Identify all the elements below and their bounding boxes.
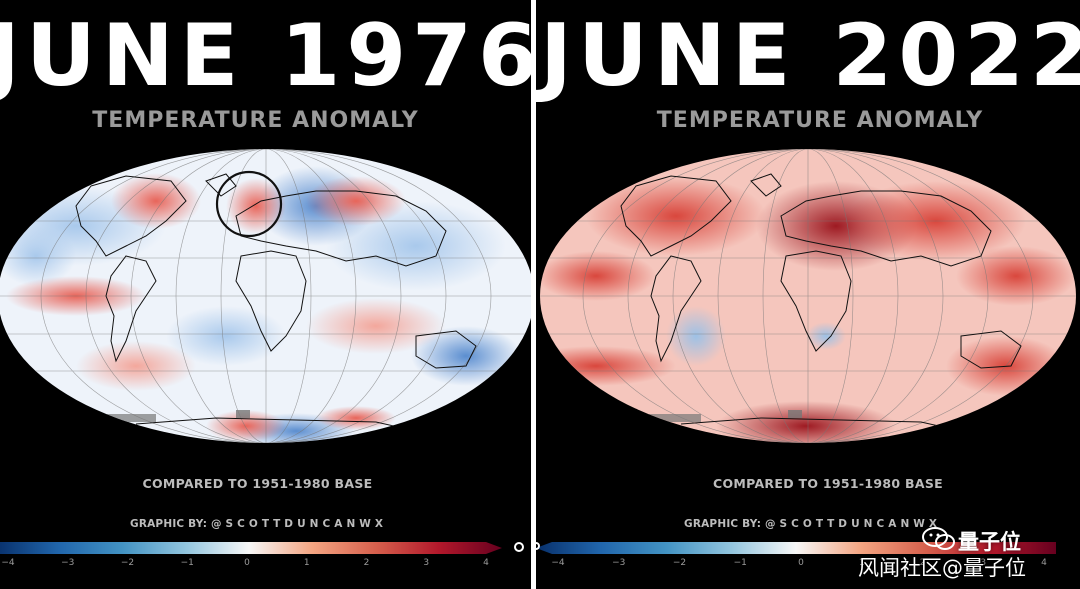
graphic-credit: GRAPHIC BY: @ S C O T T D U N C A N W X [130,518,384,530]
colorbar-tick-label: 3 [423,558,430,568]
colorbar-tick-label: 1 [858,558,865,568]
panel-1976: JUNE 1976 TEMPERATURE ANOMALY [0,0,531,589]
colorbar-left [0,542,502,554]
colorbar-tick-label: −1 [733,558,747,568]
graphic-credit: GRAPHIC BY: @ S C O T T D U N C A N W X [684,518,938,530]
base-period-note: COMPARED TO 1951-1980 BASE [713,476,943,491]
colorbar-start-marker [536,542,540,550]
world-map-2022 [540,149,1076,443]
colorbar-tick-label: 0 [244,558,250,568]
wechat-icon [922,527,955,550]
colorbar-tick-label: 2 [919,558,926,568]
colorbar-tick-label: −2 [120,558,135,568]
colorbar-end-marker [514,542,524,552]
colorbar-right [536,542,1056,554]
colorbar-tick-label: −2 [672,558,687,568]
panel-title: JUNE 1976 [0,6,531,106]
world-map-1976 [0,149,531,443]
colorbar-tick-label: −3 [612,558,626,568]
colorbar-tick-label: −1 [180,558,194,568]
colorbar-ticks-left: −4 −3 −2 −1 0 1 2 3 4 [0,558,510,572]
panel-subtitle: TEMPERATURE ANOMALY [92,108,419,133]
colorbar-tick-label: 2 [363,558,370,568]
panel-2022: JUNE 2022 TEMPERATURE ANOMALY [536,0,1080,589]
colorbar-tick-label: 4 [1041,558,1047,568]
base-period-note: COMPARED TO 1951-1980 BASE [142,476,373,491]
colorbar-tick-label: 0 [798,558,804,568]
colorbar-tick-label: −4 [551,558,565,568]
colorbar-tick-label: −3 [61,558,75,568]
colorbar-tick-label: −4 [1,558,15,568]
colorbar-ticks-right: −4 −3 −2 −1 0 1 2 3 4 [536,558,1056,572]
panel-subtitle: TEMPERATURE ANOMALY [656,108,984,133]
watermark-source: 风闻社区@量子位 [858,556,1026,580]
panel-divider [531,0,536,589]
colorbar-tick-label: 3 [980,558,987,568]
colorbar-tick-label: 1 [303,558,310,568]
colorbar-tick-label: 4 [483,558,489,568]
panel-title: JUNE 2022 [540,6,1080,106]
watermark: 量子位 风闻社区@量子位 [858,522,1068,582]
watermark-brand: 量子位 [958,530,1021,554]
